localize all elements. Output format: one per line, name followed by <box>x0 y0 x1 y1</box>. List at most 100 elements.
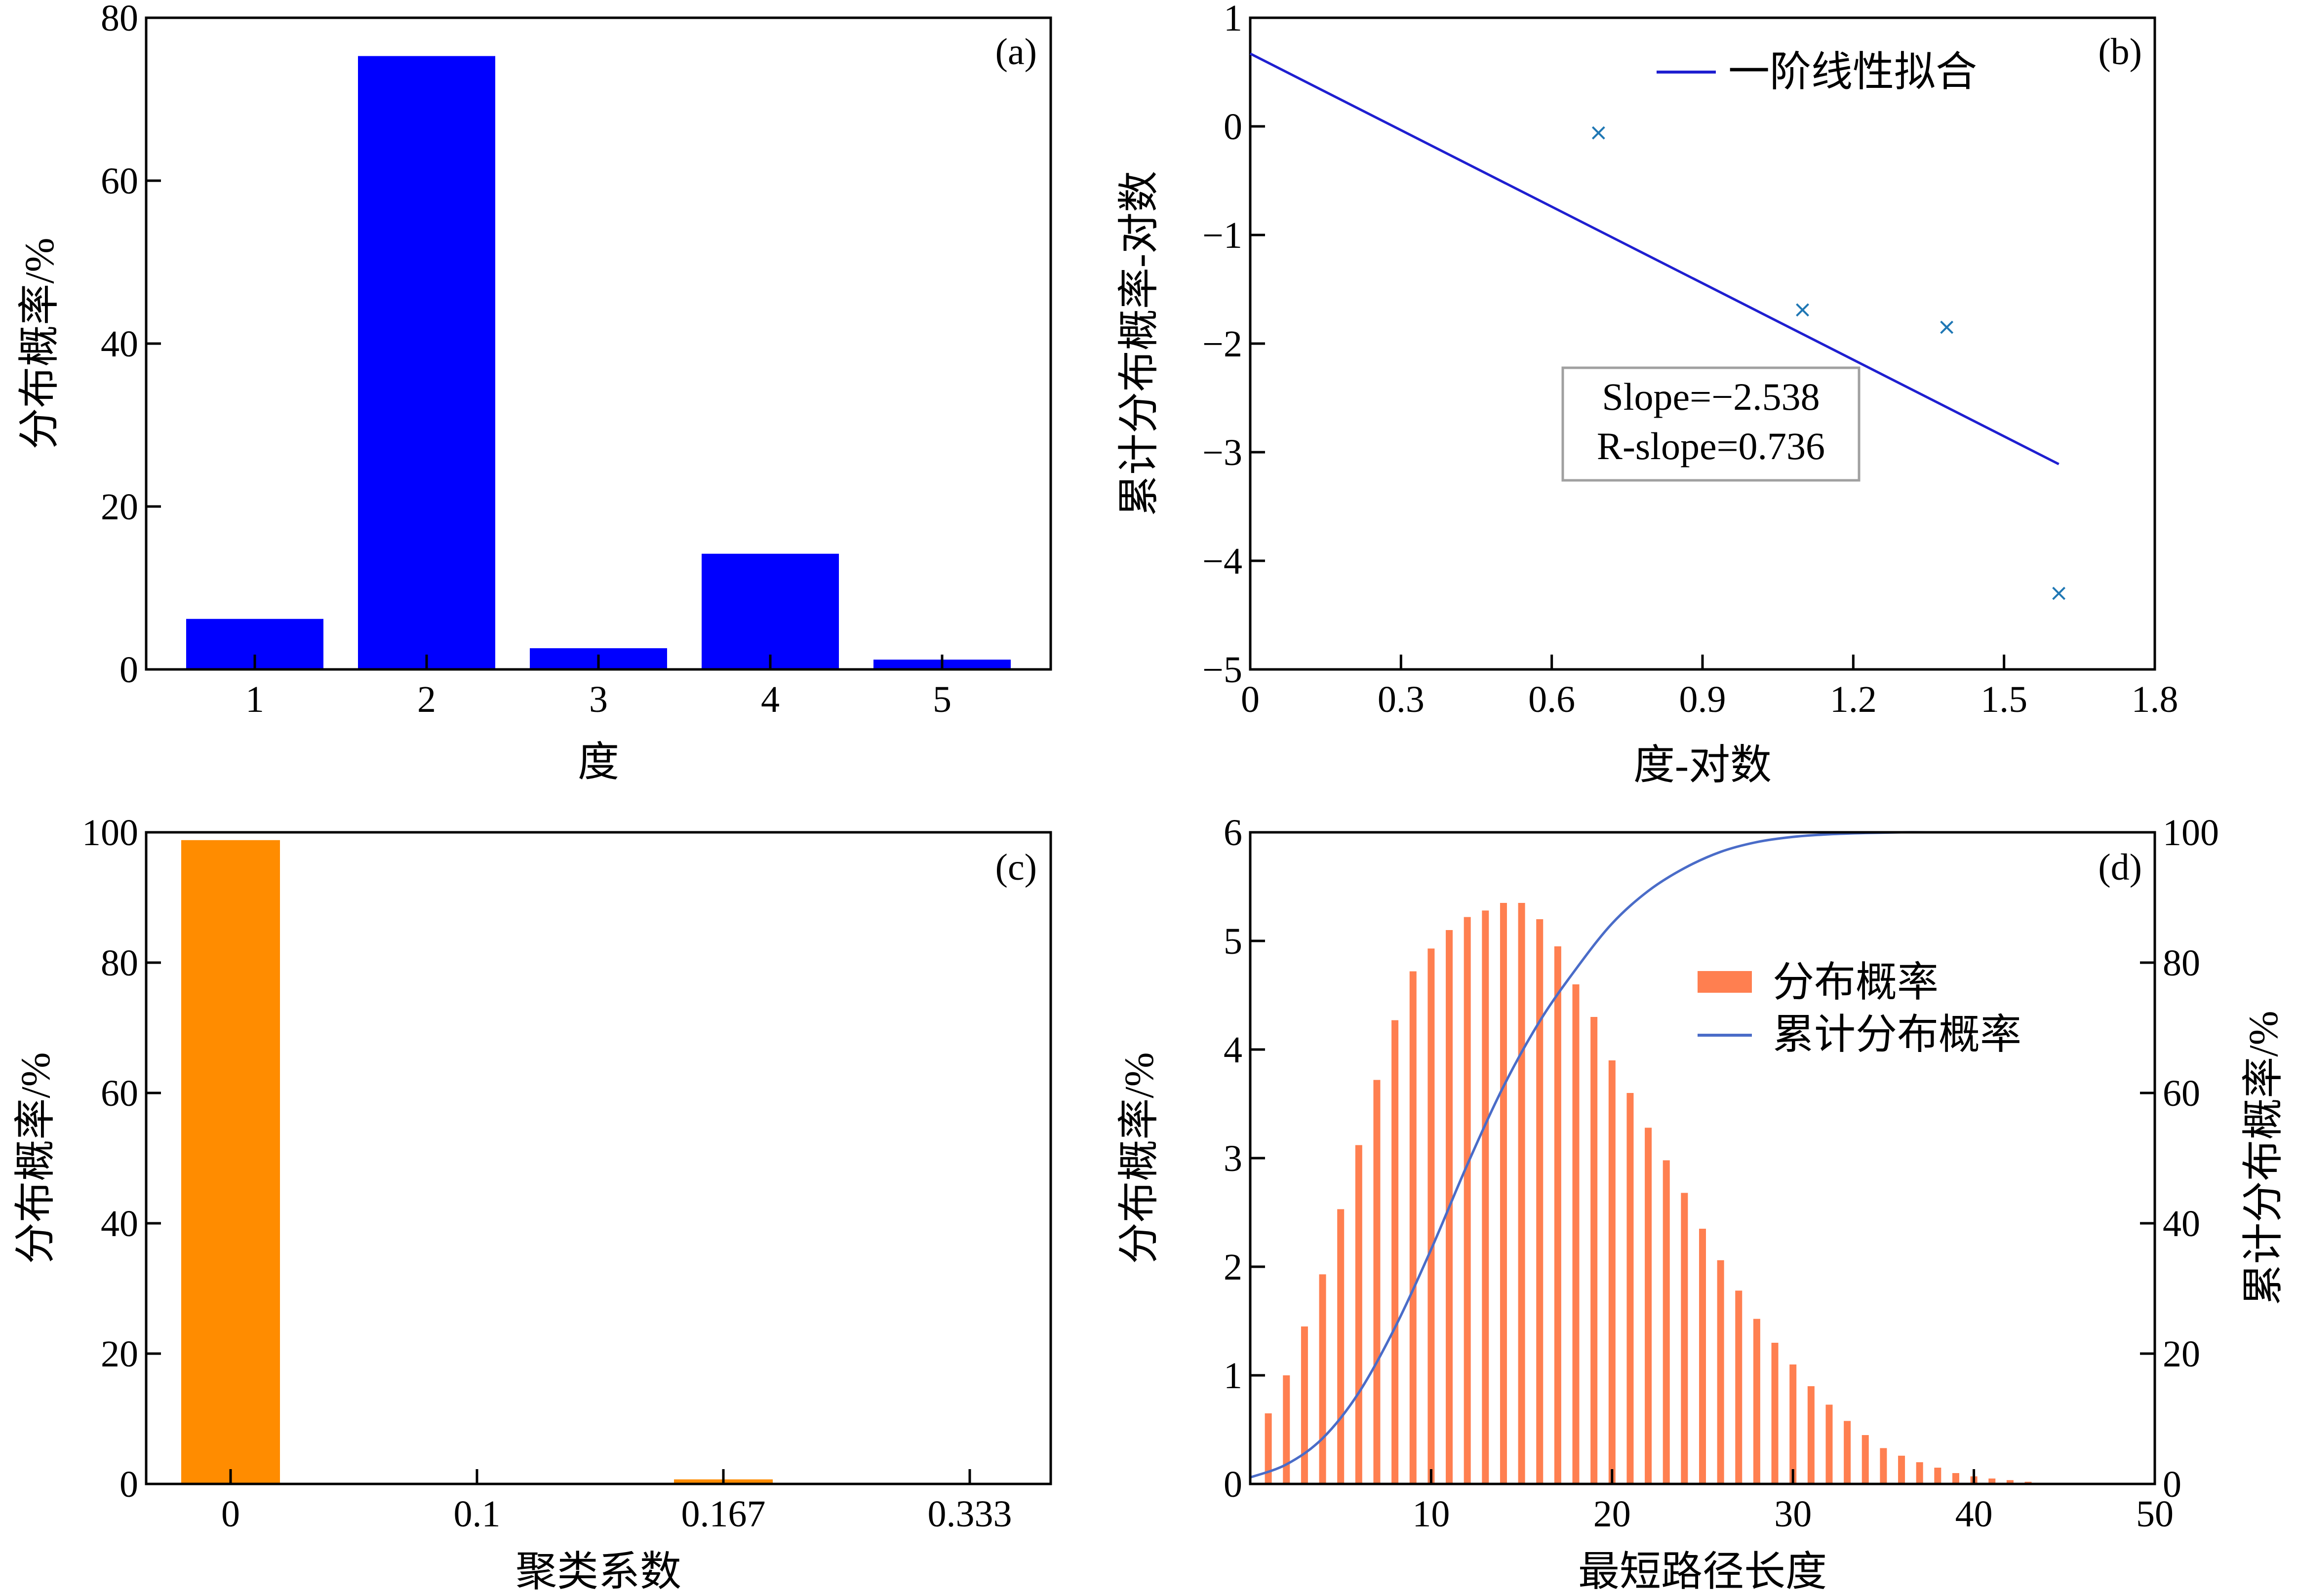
panel-d-ytick-right-label: 60 <box>2163 1073 2200 1114</box>
panel-d-bar <box>1301 1326 1308 1484</box>
legend-dist-label: 分布概率 <box>1773 960 1939 1006</box>
panel-d-bar <box>1699 1229 1706 1484</box>
data-point-marker <box>1796 303 1809 317</box>
panel-b-xtick-label: 1.5 <box>1980 679 2027 720</box>
panel-b-ytick-label: −5 <box>1202 649 1242 691</box>
panel-d-bar <box>1265 1413 1272 1484</box>
panel-b-xtick-label: 0 <box>1241 679 1260 720</box>
panel-c-xlabel: 聚类系数 <box>515 1549 681 1595</box>
panel-d-bar <box>1536 919 1544 1484</box>
data-point-marker <box>1940 320 1954 334</box>
panel-c-ytick-label: 20 <box>101 1333 138 1375</box>
panel-c-tag: (c) <box>995 847 1037 888</box>
panel-b-legend: 一阶线性拟合 <box>1657 49 1977 95</box>
panel-d-ytick-label: 2 <box>1224 1246 1242 1288</box>
panel-b-frame <box>1249 16 2156 671</box>
panel-d-ytick-label: 6 <box>1224 812 1242 854</box>
panel-a-tag: (a) <box>995 31 1037 73</box>
panel-c-ticks: 0 0.1 0.167 0.333 0 20 40 60 80 100 <box>82 812 1012 1535</box>
panel-d-bar <box>1934 1468 1941 1484</box>
panel-d-bar <box>1663 1160 1670 1484</box>
panel-c-bar <box>181 840 280 1484</box>
panel-d-bar <box>1590 1017 1598 1484</box>
panel-d-bar <box>1898 1455 1905 1484</box>
panel-b-ytick-label: −3 <box>1202 432 1242 473</box>
panel-a-ytick-label: 60 <box>101 160 138 202</box>
panel-d-ytick-label: 1 <box>1224 1355 1242 1397</box>
panel-d-ytick-label: 0 <box>1224 1464 1242 1505</box>
panel-b-xtick-label: 1.2 <box>1830 679 1877 720</box>
panel-d-bar <box>1717 1260 1724 1484</box>
panel-a-ytick-label: 80 <box>101 0 138 39</box>
panel-c-ytick-label: 60 <box>101 1073 138 1114</box>
panel-d-ylabel: 分布概率/% <box>1116 1052 1162 1264</box>
panel-d-bar <box>1391 1020 1399 1484</box>
panel-d-legend: 分布概率 累计分布概率 <box>1698 960 2021 1058</box>
panel-b-ytick-label: −2 <box>1202 323 1242 365</box>
data-point-marker <box>2052 586 2066 600</box>
data-point-marker <box>1591 126 1605 140</box>
panel-b: 0 0.3 0.6 0.9 1.2 1.5 1.8 −5 −4 −3 −2 −1 0 1 (b) 一阶线性… <box>1116 0 2178 788</box>
panel-a-xtick-label: 4 <box>761 679 780 720</box>
panel-d-bar <box>1427 948 1435 1484</box>
panel-a-bar <box>702 553 839 669</box>
panel-a-ytick-label: 0 <box>119 649 138 691</box>
panel-d-xtick-label: 40 <box>1955 1493 1993 1535</box>
panel-d-bar <box>2006 1480 2014 1484</box>
panel-d-bar <box>1518 903 1525 1484</box>
panel-d-bar <box>1952 1473 1959 1484</box>
panel-d-ytick-label: 4 <box>1224 1029 1242 1071</box>
panel-d-bar <box>1861 1435 1869 1484</box>
panel-d-ytick-right-label: 80 <box>2163 942 2200 984</box>
panel-c-ytick-label: 80 <box>101 942 138 984</box>
panel-d-bar <box>1753 1319 1760 1484</box>
panel-c-ytick-label: 0 <box>119 1464 138 1505</box>
legend-dist-swatch <box>1698 971 1752 993</box>
panel-b-xtick-label: 0.9 <box>1679 679 1726 720</box>
panel-c-xtick-label: 0 <box>221 1493 240 1535</box>
panel-d-xtick-label: 20 <box>1593 1493 1631 1535</box>
legend-cdf-label: 累计分布概率 <box>1773 1012 2021 1058</box>
panel-a-xtick-label: 1 <box>245 679 264 720</box>
panel-d-bar <box>1319 1274 1326 1484</box>
panel-d-bar <box>1789 1364 1797 1484</box>
panel-d-bar <box>1500 903 1507 1484</box>
panel-d-bar <box>1681 1193 1688 1484</box>
legend-fit-line-label: 一阶线性拟合 <box>1728 49 1977 95</box>
panel-d-bar <box>1880 1448 1887 1484</box>
panel-a-bars <box>186 56 1011 669</box>
panel-d-bars <box>1265 903 2086 1484</box>
panel-d-bar <box>1807 1386 1815 1484</box>
panel-d-bar <box>1825 1404 1833 1484</box>
panel-d-xtick-label: 50 <box>2136 1493 2174 1535</box>
panel-d-bar <box>1283 1375 1290 1484</box>
panel-a-xtick-label: 2 <box>417 679 436 720</box>
panel-b-plot <box>1249 52 2066 600</box>
panel-b-ylabel: 累计分布概率-对数 <box>1116 171 1162 516</box>
panel-c-ytick-label: 100 <box>82 812 138 854</box>
panel-d-bar <box>1572 984 1580 1484</box>
panel-d-xtick-label: 30 <box>1774 1493 1812 1535</box>
panel-d-ylabel-right: 累计分布概率/% <box>2241 1011 2287 1305</box>
panel-a: 1 2 3 4 5 0 20 40 60 80 (a) 度 分布概率/% <box>17 0 1052 785</box>
panel-d-bar <box>1771 1343 1779 1484</box>
panel-c-xtick-label: 0.1 <box>454 1493 501 1535</box>
panel-d-bar <box>1482 910 1489 1484</box>
panel-a-ticks: 1 2 3 4 5 0 20 40 60 80 <box>101 0 951 720</box>
panel-a-xtick-label: 3 <box>589 679 608 720</box>
panel-a-xlabel: 度 <box>578 740 619 785</box>
panel-d-bar <box>1645 1128 1652 1484</box>
panel-d-xtick-label: 10 <box>1412 1493 1450 1535</box>
annotation-box <box>1561 366 1861 482</box>
panel-d-bar <box>1464 917 1471 1484</box>
panel-b-xlabel: 度-对数 <box>1633 742 1772 788</box>
panel-d-ytick-right-label: 100 <box>2163 812 2219 854</box>
panel-d-bar <box>1337 1209 1345 1484</box>
panel-d-bar <box>1373 1080 1381 1484</box>
panel-d-bar <box>1735 1290 1743 1484</box>
panel-c-ytick-label: 40 <box>101 1203 138 1245</box>
annotation-r-slope: R-slope=0.736 <box>1597 425 1825 467</box>
panel-d-bar <box>1626 1093 1634 1484</box>
